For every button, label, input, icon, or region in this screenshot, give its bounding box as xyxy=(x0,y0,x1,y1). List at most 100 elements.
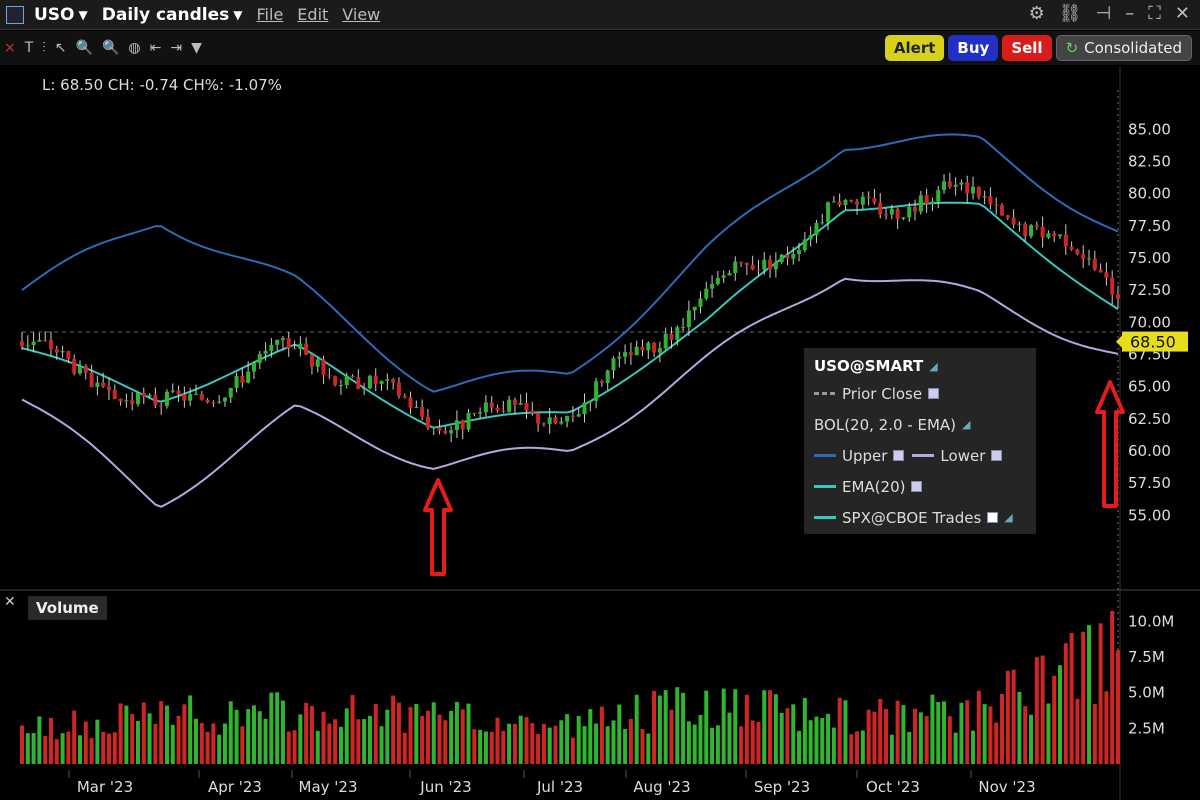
pin-icon[interactable]: ◢ xyxy=(962,418,971,431)
minimize-icon[interactable]: – xyxy=(1125,3,1135,24)
volume-bar xyxy=(855,731,860,764)
buy-button[interactable]: Buy xyxy=(948,35,999,61)
volume-bar xyxy=(820,717,825,764)
volume-bar xyxy=(106,733,111,764)
candle-body xyxy=(727,273,732,276)
checkbox-icon[interactable] xyxy=(911,481,923,492)
symbol-dropdown-icon[interactable]: ▼ xyxy=(78,7,88,22)
candle-body xyxy=(1104,272,1109,278)
volume-bar xyxy=(37,716,42,764)
more-tools-icon[interactable]: ▼ xyxy=(191,40,202,56)
menu-file[interactable]: File xyxy=(256,5,284,24)
candle-body xyxy=(483,402,488,413)
month-axis-label: Apr '23 xyxy=(208,778,262,796)
period-dropdown-icon[interactable]: ▼ xyxy=(233,7,243,22)
candle-body xyxy=(744,262,749,265)
candle-body xyxy=(657,348,662,353)
volume-bar xyxy=(686,721,691,764)
bar-tool-icon[interactable]: ⫶ xyxy=(42,40,46,56)
volume-bar xyxy=(976,690,981,764)
month-axis-label: Sep '23 xyxy=(754,778,810,796)
candle-body xyxy=(309,354,314,367)
settings-gear-icon[interactable]: ⚙ xyxy=(1028,3,1045,24)
volume-bar xyxy=(135,721,140,764)
candle-body xyxy=(895,208,900,219)
candle-body xyxy=(826,202,831,223)
volume-bar xyxy=(930,694,935,764)
candle-body xyxy=(292,347,297,349)
price-chart[interactable]: 85.0082.5080.0077.5075.0072.5070.0067.50… xyxy=(0,66,1200,800)
candle-body xyxy=(1110,277,1115,295)
checkbox-icon[interactable] xyxy=(987,512,999,523)
zoom-out-icon[interactable]: 🔍 xyxy=(101,40,120,56)
close-toolbar-icon[interactable]: × xyxy=(4,40,16,56)
legend-row-bol[interactable]: BOL(20, 2.0 - EMA) ◢ xyxy=(814,409,1026,440)
menu-edit[interactable]: Edit xyxy=(297,5,329,24)
cursor-icon[interactable]: ↖ xyxy=(54,40,67,56)
candle-body xyxy=(391,379,396,383)
maximize-icon[interactable]: ⛶ xyxy=(1148,3,1161,24)
checkbox-icon[interactable] xyxy=(991,450,1003,461)
candle-body xyxy=(112,390,117,399)
legend-row-ema[interactable]: EMA(20) xyxy=(814,471,1026,502)
candle-body xyxy=(246,371,251,383)
candle-body xyxy=(698,298,703,307)
volume-bar xyxy=(234,709,239,764)
text-tool-icon[interactable]: T xyxy=(24,40,34,56)
volume-bar xyxy=(942,701,947,764)
crosshair-icon[interactable]: ◍ xyxy=(128,40,141,56)
volume-bar xyxy=(773,694,778,764)
sell-button[interactable]: Sell xyxy=(1002,35,1052,61)
candle-body xyxy=(715,277,720,285)
volume-bar xyxy=(257,711,262,764)
candle-body xyxy=(251,362,256,372)
volume-bar xyxy=(924,716,929,764)
period-selector[interactable]: Daily candles xyxy=(101,4,230,25)
candle-body xyxy=(692,306,697,311)
volume-bar xyxy=(559,720,564,764)
menu-view[interactable]: View xyxy=(342,5,381,24)
legend-bol: BOL(20, 2.0 - EMA) xyxy=(814,415,957,434)
volume-bar xyxy=(83,721,88,764)
legend-row-spx[interactable]: SPX@CBOE Trades ◢ xyxy=(814,502,1026,533)
candle-body xyxy=(350,375,355,378)
legend-row-prior-close[interactable]: Prior Close xyxy=(814,378,1026,409)
candle-body xyxy=(646,342,651,351)
pin-icon[interactable]: ◢ xyxy=(929,359,938,373)
volume-bar xyxy=(570,737,575,764)
volume-bar xyxy=(878,698,883,764)
volume-bar xyxy=(228,701,233,764)
candle-body xyxy=(565,415,570,422)
scroll-left-icon[interactable]: ⇤ xyxy=(149,40,162,56)
volume-bar xyxy=(141,702,146,764)
volume-bar xyxy=(657,695,662,764)
candle-body xyxy=(860,196,865,205)
legend-lower: Lower xyxy=(940,446,986,465)
candle-body xyxy=(617,356,622,359)
legend-row-bands[interactable]: Upper Lower xyxy=(814,440,1026,471)
candle-body xyxy=(837,201,842,206)
candle-body xyxy=(524,403,529,411)
volume-axis-tick-label: 7.5M xyxy=(1128,648,1165,666)
checkbox-icon[interactable] xyxy=(928,388,940,399)
pin-icon[interactable]: ⊣ xyxy=(1095,3,1112,24)
volume-bar xyxy=(634,694,639,764)
close-volume-icon[interactable]: ✕ xyxy=(4,594,16,610)
zoom-in-icon[interactable]: 🔍 xyxy=(75,40,93,56)
pin-icon[interactable]: ◢ xyxy=(1004,511,1013,524)
volume-bar xyxy=(582,726,587,764)
volume-bar xyxy=(907,731,912,764)
symbol-selector[interactable]: USO xyxy=(34,4,75,25)
checkbox-icon[interactable] xyxy=(893,450,905,461)
refresh-icon: ↻ xyxy=(1065,39,1079,57)
alert-button[interactable]: Alert xyxy=(884,35,945,61)
volume-bar xyxy=(866,709,871,764)
close-icon[interactable]: ✕ xyxy=(1174,3,1190,24)
scroll-right-icon[interactable]: ⇥ xyxy=(170,40,183,56)
volume-bar xyxy=(692,724,697,764)
volume-bar xyxy=(309,705,314,764)
candle-body xyxy=(536,412,541,424)
consolidated-button[interactable]: ↻ Consolidated xyxy=(1055,35,1192,61)
link-icon[interactable]: ⛓ xyxy=(1058,3,1082,24)
volume-bar xyxy=(814,716,819,764)
